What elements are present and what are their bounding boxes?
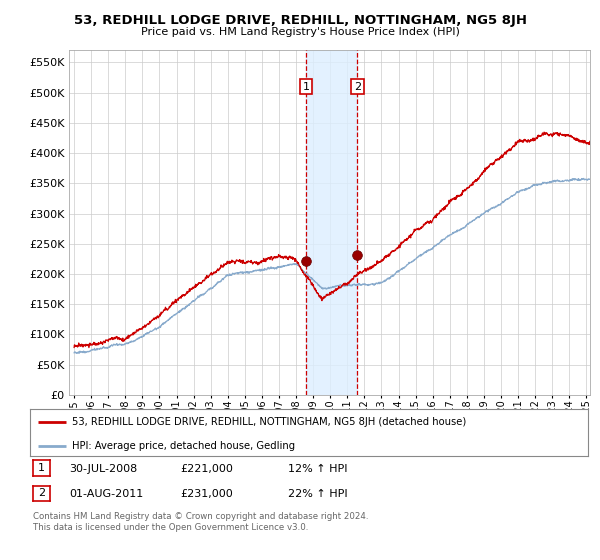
Text: 30-JUL-2008: 30-JUL-2008: [69, 464, 137, 474]
Text: Contains HM Land Registry data © Crown copyright and database right 2024.: Contains HM Land Registry data © Crown c…: [33, 512, 368, 521]
Text: £221,000: £221,000: [180, 464, 233, 474]
Text: 22% ↑ HPI: 22% ↑ HPI: [288, 489, 347, 499]
Text: Price paid vs. HM Land Registry's House Price Index (HPI): Price paid vs. HM Land Registry's House …: [140, 27, 460, 37]
Text: 01-AUG-2011: 01-AUG-2011: [69, 489, 143, 499]
Text: 2: 2: [354, 82, 361, 92]
Text: 1: 1: [38, 463, 45, 473]
Text: HPI: Average price, detached house, Gedling: HPI: Average price, detached house, Gedl…: [72, 441, 295, 451]
Text: 1: 1: [302, 82, 310, 92]
Text: This data is licensed under the Open Government Licence v3.0.: This data is licensed under the Open Gov…: [33, 523, 308, 533]
Text: 53, REDHILL LODGE DRIVE, REDHILL, NOTTINGHAM, NG5 8JH (detached house): 53, REDHILL LODGE DRIVE, REDHILL, NOTTIN…: [72, 417, 466, 427]
Text: 53, REDHILL LODGE DRIVE, REDHILL, NOTTINGHAM, NG5 8JH: 53, REDHILL LODGE DRIVE, REDHILL, NOTTIN…: [74, 14, 527, 27]
Text: 2: 2: [38, 488, 45, 498]
Bar: [306, 50, 358, 395]
Text: £231,000: £231,000: [180, 489, 233, 499]
Text: 12% ↑ HPI: 12% ↑ HPI: [288, 464, 347, 474]
